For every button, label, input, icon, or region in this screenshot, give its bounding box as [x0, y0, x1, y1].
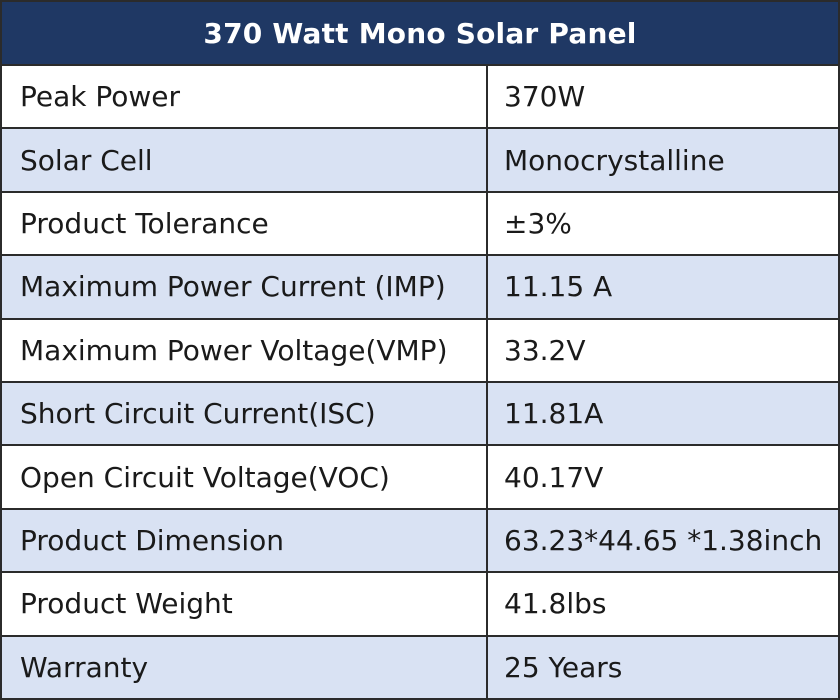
spec-value: 63.23*44.65 *1.38inch: [504, 524, 823, 558]
spec-label: Product Tolerance: [2, 192, 488, 255]
table-row: Maximum Power Current (IMP) 11.15 A: [2, 256, 838, 320]
spec-value: 25 Years: [504, 650, 623, 684]
spec-value: 40.17V: [504, 460, 604, 494]
table-row: Maximum Power Voltage(VMP) 33.2V: [2, 319, 838, 384]
spec-value: 41.8lbs: [504, 587, 607, 621]
table-row: Product Tolerance ±3%: [2, 192, 838, 257]
spec-value: 370W: [504, 80, 586, 114]
table-row: Product Weight 41.8lbs: [2, 573, 838, 637]
table-row: Product Dimension 63.23*44.65 *1.38inch: [2, 509, 838, 574]
spec-value: Monocrystalline: [504, 143, 725, 177]
spec-label: Warranty: [2, 636, 488, 699]
spec-value: 11.81A: [504, 397, 604, 431]
table-row: Solar Cell Monocrystalline: [2, 129, 838, 193]
table-row: Open Circuit Voltage(VOC) 40.17V: [2, 446, 838, 510]
table-row: Warranty 25 Years: [2, 636, 838, 699]
spec-label: Maximum Power Voltage(VMP): [2, 319, 488, 382]
spec-label: Product Dimension: [2, 509, 488, 572]
spec-label: Open Circuit Voltage(VOC): [2, 446, 488, 508]
table-body: Peak Power 370W Solar Cell Monocrystalli…: [2, 66, 838, 699]
spec-value: 11.15 A: [504, 270, 613, 304]
table-row: Short Circuit Current(ISC) 11.81A: [2, 383, 838, 447]
spec-label: Product Weight: [2, 573, 488, 635]
table-title: 370 Watt Mono Solar Panel: [2, 2, 838, 66]
spec-label: Solar Cell: [2, 129, 488, 191]
spec-label: Peak Power: [2, 66, 488, 128]
spec-label: Short Circuit Current(ISC): [2, 383, 488, 445]
spec-value: ±3%: [504, 207, 572, 241]
spec-value: 33.2V: [504, 333, 586, 367]
table-row: Peak Power 370W: [2, 66, 838, 130]
spec-label: Maximum Power Current (IMP): [2, 256, 488, 318]
